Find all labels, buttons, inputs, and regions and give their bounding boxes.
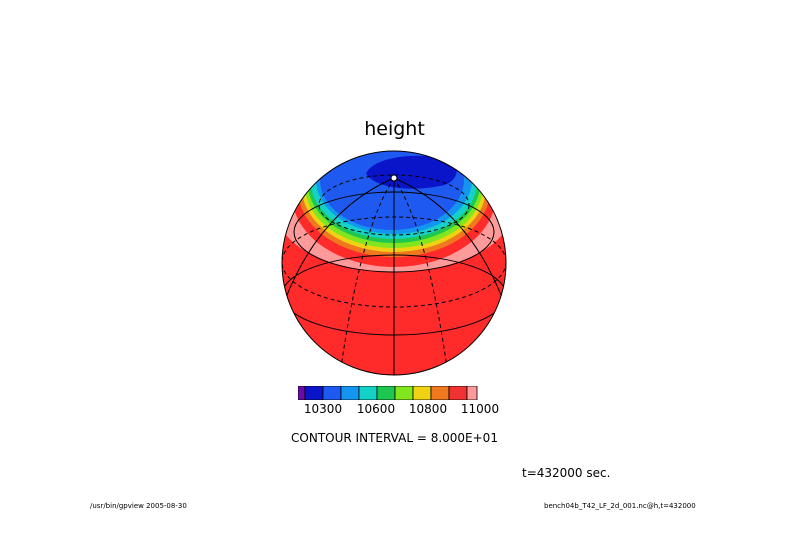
parallel-4 [282,254,506,336]
colorbar-swatch [448,386,468,400]
colorbar [298,386,478,400]
colorbar-swatch [358,386,378,400]
plot-title: height [364,118,425,140]
parallel-2 [293,191,495,273]
colorbar-swatch [394,386,414,400]
colorbar-swatch [430,386,450,400]
colorbar-swatch [412,386,432,400]
globe-grid [282,174,506,375]
contour-interval-text: CONTOUR INTERVAL = 8.000E+01 [291,431,498,445]
north-pole-marker [390,174,398,182]
colorbar-swatch [298,386,306,400]
colorbar-swatch [304,386,324,400]
colorbar-swatch [466,386,478,400]
colorbar-swatch [340,386,360,400]
time-label: t=432000 sec. [522,466,611,480]
colorbar-swatch [376,386,396,400]
globe-outline [281,150,507,376]
colorbar-swatch [322,386,342,400]
colorbar-tick-label: 10300 [303,402,343,416]
parallel-3 [282,216,506,308]
meridian-far-right [393,177,504,301]
meridian-far-left [284,177,395,301]
footer-left: /usr/bin/gpview 2005-08-30 [90,502,187,510]
colorbar-tick-label: 10800 [408,402,448,416]
colorbar-tick-label: 11000 [460,402,500,416]
footer-right: bench04b_T42_LF_2d_001.nc@h,t=432000 [544,502,696,510]
colorbar-tick-label: 10600 [356,402,396,416]
